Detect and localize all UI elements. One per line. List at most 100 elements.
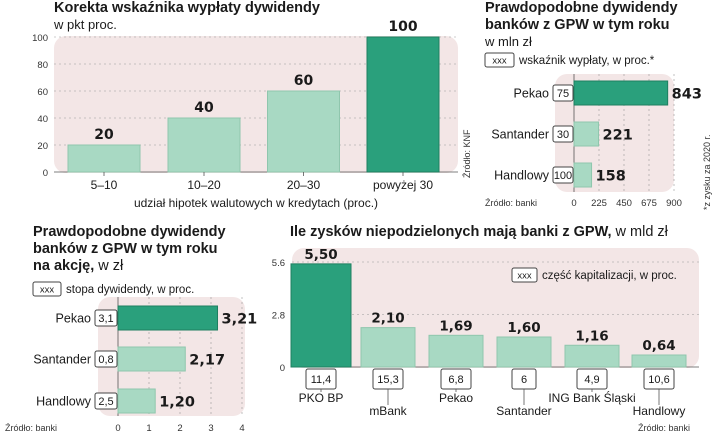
dps-bar	[117, 388, 156, 414]
dps-bar-value-label: 2,17	[189, 353, 225, 369]
dividends-mln-legend-text: wskaźnik wypłaty, w proc.*	[518, 55, 655, 67]
retained-bar-value-label: 5,50	[304, 247, 337, 263]
retained-category-label: Santander	[496, 404, 551, 418]
dps-legend-box-text: xxx	[40, 285, 55, 296]
retained-bar-value-label: 1,16	[575, 328, 608, 344]
retained-bar-value-label: 2,10	[371, 311, 404, 327]
dps-bars: 3,21 3,1 Pekao 2,17 0,8 Santander 1,20 2,5 Handl…	[33, 305, 258, 414]
payout-bar	[267, 90, 340, 173]
retained-bar	[496, 336, 552, 368]
retained-y-ticks: 5.6 2.8 0	[272, 258, 285, 374]
dps-x-tick: 4	[239, 423, 244, 434]
payout-category-label: 20–30	[287, 178, 321, 192]
payout-bars: 20 40 60 100	[67, 19, 440, 173]
retained-box-value: 15,3	[377, 374, 398, 386]
dividends-mln-x-tick: 450	[616, 198, 632, 209]
retained-bars: 5,50 11,4 PKO BP 2,10 15,3 mBank 1,69 6,8 Pekao 1…	[290, 247, 687, 418]
payout-y-tick: 40	[37, 114, 48, 125]
dividends-mln-source: Źródło: banki	[485, 198, 537, 208]
retained-category-label: PKO BP	[299, 391, 344, 405]
dividends-mln-x-tick: 0	[571, 198, 576, 209]
retained-y-tick: 2.8	[272, 311, 285, 322]
dividends-mln-category-label: Pekao	[514, 87, 549, 101]
dividends-mln-x-tick: 900	[666, 198, 682, 209]
dividends-mln-box	[552, 166, 574, 184]
dps-legend-box	[32, 281, 62, 297]
retained-legend-box-text: xxx	[517, 271, 532, 282]
dps-x-tick: 0	[115, 423, 120, 434]
payout-source: Źródło: KNF	[462, 129, 472, 178]
payout-bar	[167, 117, 241, 173]
retained-category-label: mBank	[369, 404, 407, 418]
dps-box-value: 0,8	[98, 354, 113, 366]
dps-x-tick: 2	[177, 423, 182, 434]
dividends-mln-subtitle: w mln zł	[484, 34, 532, 49]
payout-panel	[54, 36, 458, 173]
payout-bar	[67, 144, 141, 173]
dividends-mln-box	[552, 125, 574, 143]
dps-box-value: 2,5	[98, 396, 113, 408]
payout-bar	[366, 36, 440, 173]
dividends-mln-category-label: Santander	[491, 128, 549, 142]
dps-box	[94, 350, 118, 368]
dps-title-line3: na akcję, w zł	[33, 258, 124, 274]
payout-y-tick: 0	[43, 168, 48, 179]
payout-y-tick: 100	[32, 33, 48, 44]
dividends-mln-bar	[573, 80, 669, 106]
retained-source: Źródło: banki	[638, 423, 690, 433]
payout-bar-value-label: 20	[94, 127, 114, 143]
retained-y-tick: 5.6	[272, 258, 285, 269]
dps-source: Źródło: banki	[5, 423, 57, 433]
dividends-mln-legend-box	[484, 52, 515, 68]
payout-y-tick: 20	[37, 141, 48, 152]
retained-bar-value-label: 0,64	[642, 338, 675, 354]
payout-y-tick: 60	[37, 87, 48, 98]
dps-title-line2: banków z GPW w tym roku	[33, 241, 218, 257]
retained-bar	[290, 263, 352, 368]
dividends-mln-legend-box-text: xxx	[492, 56, 507, 67]
retained-y-tick: 0	[280, 363, 285, 374]
dps-box	[94, 309, 118, 327]
payout-y-ticks: 100 80 60 40 20 0	[32, 33, 48, 179]
dividends-mln-x-ticks: 0 225 450 675 900	[571, 198, 682, 209]
retained-box-value: 11,4	[311, 374, 332, 386]
payout-category-label: powyżej 30	[373, 178, 433, 192]
dividends-mln-x-tick: 675	[641, 198, 657, 209]
retained-category-label: Handlowy	[633, 404, 686, 418]
retained-bar	[360, 327, 416, 368]
dps-x-tick: 1	[146, 423, 151, 434]
dividends-mln-bars: 843 75 Pekao 221 30 Santander 158 100 Handlowy	[491, 80, 702, 188]
dps-bar	[117, 305, 219, 331]
dps-box	[94, 392, 118, 410]
retained-bar-value-label: 1,60	[507, 320, 540, 336]
dps-bar-value-label: 1,20	[159, 395, 195, 411]
dividend-per-share-chart: Prawdopodobne dywidendy banków z GPW w t…	[5, 224, 257, 434]
dps-bar	[117, 346, 186, 372]
retained-bar	[564, 344, 620, 368]
retained-title: Ile zysków niepodzielonych mają banki z …	[290, 224, 669, 240]
dps-legend-text: stopa dywidendy, w proc.	[66, 284, 194, 296]
retained-gridlines	[292, 261, 699, 368]
retained-bar	[631, 354, 687, 368]
dividends-mln-title-line2: banków z GPW w tym roku	[485, 17, 670, 33]
dividends-mln-box-value: 30	[557, 129, 569, 141]
payout-x-ticks: 5–10 10–20 20–30 powyżej 30	[91, 172, 433, 192]
dividends-mln-title-line1: Prawdopodobne dywidendy	[485, 0, 678, 16]
retained-bar	[428, 334, 484, 368]
retained-box-value: 10,6	[648, 374, 669, 386]
dps-category-label: Handlowy	[36, 395, 92, 409]
dividends-mln-category-label: Handlowy	[494, 169, 550, 183]
retained-bar-value-label: 1,69	[439, 318, 472, 334]
dividends-mln-chart: Prawdopodobne dywidendy banków z GPW w t…	[484, 0, 712, 210]
payout-bar-value-label: 40	[194, 100, 214, 116]
retained-panel	[292, 248, 699, 368]
dps-bar-value-label: 3,21	[222, 312, 258, 328]
retained-category-label: Pekao	[439, 391, 473, 405]
dividends-mln-bar	[573, 162, 593, 188]
dividends-mln-box-value: 100	[554, 170, 572, 182]
dps-category-label: Santander	[33, 353, 91, 367]
retained-box-value: 4,9	[584, 374, 599, 386]
dividends-mln-bar	[573, 121, 600, 147]
payout-chart: Korekta wskaźnika wypłaty dywidendy w pk…	[32, 0, 472, 210]
retained-legend-box	[511, 267, 538, 283]
